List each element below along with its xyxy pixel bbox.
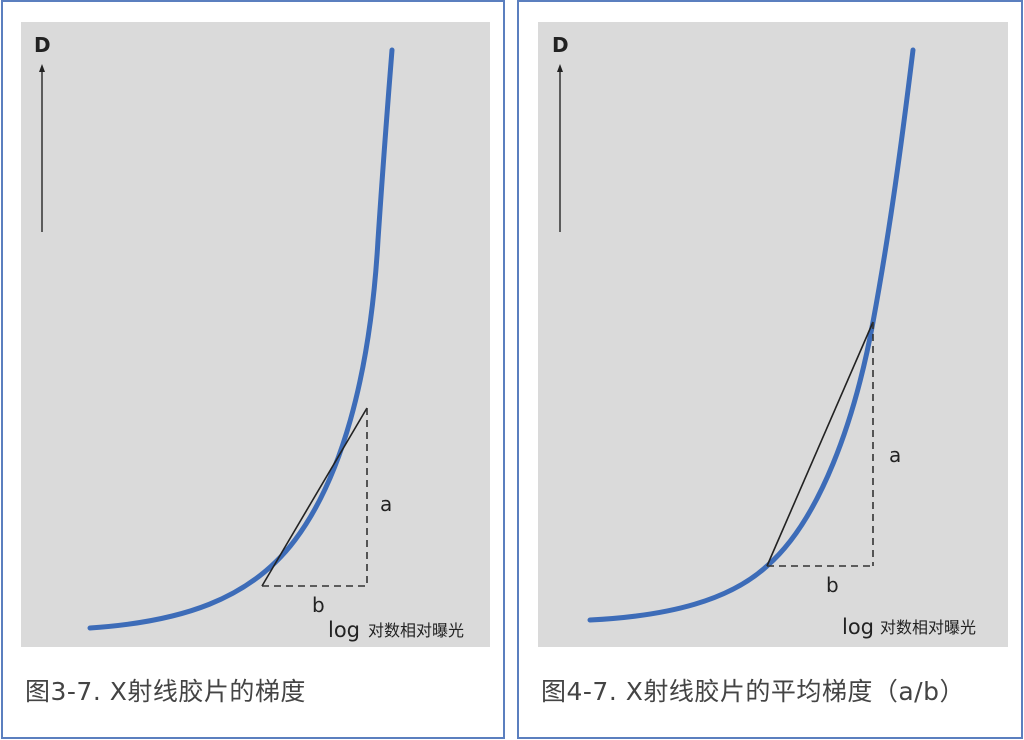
- tangent-line-left: [261, 407, 368, 587]
- left-figure-drawing: D a b log 对数相对曝光: [34, 33, 464, 642]
- x-axis-label-left: 对数相对曝光: [368, 621, 464, 640]
- x-axis-log-prefix-left: log: [328, 618, 360, 642]
- figure-caption-right: 图4-7. X射线胶片的平均梯度（a/b）: [541, 677, 965, 706]
- plot-area-right: [538, 22, 1008, 647]
- segment-label-a-left: a: [380, 492, 392, 516]
- arrow-up-icon: [557, 64, 563, 72]
- x-axis-log-prefix-right: log: [842, 615, 874, 639]
- y-axis-label-left: D: [34, 33, 51, 57]
- segment-label-b-right: b: [826, 573, 839, 597]
- right-figure-drawing: D a b log 对数相对曝光: [552, 33, 976, 639]
- characteristic-curve-right: [587, 47, 916, 623]
- characteristic-curve-left: [87, 47, 395, 631]
- y-axis-label-right: D: [552, 33, 569, 57]
- arrow-up-icon: [39, 64, 45, 72]
- x-axis-label-right: 对数相对曝光: [880, 618, 976, 637]
- plot-area-left: [21, 22, 490, 647]
- segment-label-b-left: b: [312, 593, 325, 617]
- figure-panel-left: 图3-7. X射线胶片的梯度: [1, 0, 505, 739]
- figure-caption-left: 图3-7. X射线胶片的梯度: [25, 677, 306, 706]
- segment-label-a-right: a: [889, 443, 901, 467]
- figure-panel-right: 图4-7. X射线胶片的平均梯度（a/b）: [517, 0, 1023, 739]
- secant-line-right: [766, 321, 874, 567]
